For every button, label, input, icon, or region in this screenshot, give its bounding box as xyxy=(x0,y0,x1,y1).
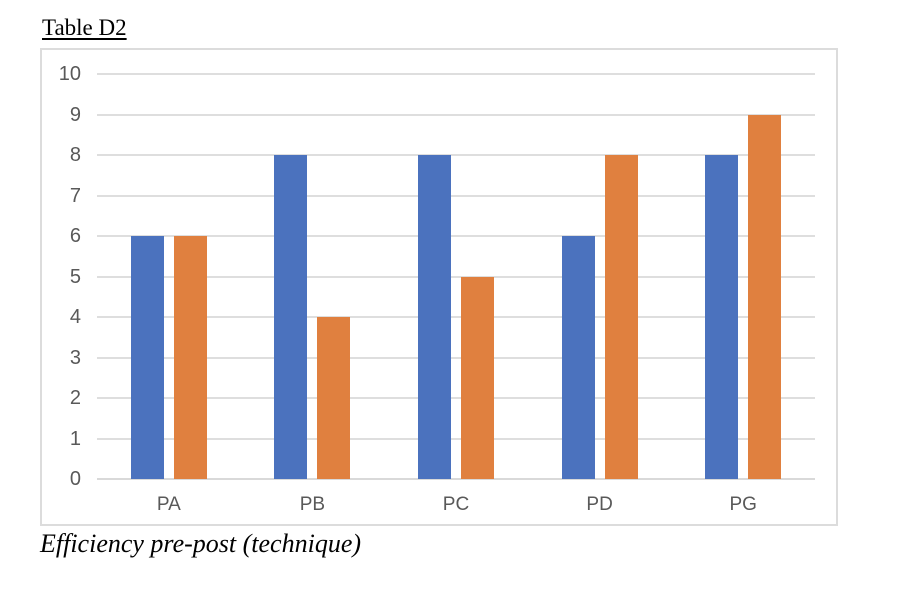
y-tick-label: 1 xyxy=(69,427,81,450)
y-tick-label: 3 xyxy=(69,346,81,369)
gridline xyxy=(97,437,815,440)
bar xyxy=(274,155,308,479)
bar xyxy=(418,155,451,479)
gridline xyxy=(97,275,815,278)
plot-area: 0 1 2 3 4 5 6 7 8 9 10 PA PB PC PD PG xyxy=(42,50,836,524)
chart-frame: 0 1 2 3 4 5 6 7 8 9 10 PA PB PC PD PG xyxy=(40,48,838,526)
bar xyxy=(130,236,164,479)
gridline xyxy=(97,356,815,359)
gridline xyxy=(97,113,815,116)
y-tick-label: 4 xyxy=(69,306,81,328)
bar xyxy=(705,155,739,479)
bar xyxy=(317,317,351,479)
y-tick-label: 9 xyxy=(69,103,81,126)
x-axis-line xyxy=(97,478,815,480)
x-axis-label: PB xyxy=(299,494,326,515)
chart-caption: Efficiency pre-post (technique) xyxy=(40,529,362,558)
gridline xyxy=(97,154,815,156)
x-axis-label: PG xyxy=(729,494,757,515)
x-axis-label: PD xyxy=(586,494,613,515)
gridline xyxy=(97,194,815,197)
gridline xyxy=(97,235,815,237)
y-tick-label: 8 xyxy=(69,144,81,166)
gridline xyxy=(97,73,815,75)
y-tick-label: 10 xyxy=(58,63,81,85)
y-tick-label: 7 xyxy=(69,184,81,207)
x-axis-label: PA xyxy=(156,494,181,515)
bar xyxy=(461,276,494,479)
y-tick-label: 0 xyxy=(69,468,81,490)
chart-title: Table D2 xyxy=(42,15,127,40)
gridline xyxy=(97,316,815,318)
bar xyxy=(748,114,782,479)
y-tick-label: 6 xyxy=(69,225,81,247)
bar xyxy=(561,236,595,479)
y-tick-label: 2 xyxy=(69,387,81,409)
bar xyxy=(604,155,638,479)
x-axis-label: PC xyxy=(442,494,470,515)
bar xyxy=(173,236,207,479)
y-tick-label: 5 xyxy=(69,265,81,288)
gridline xyxy=(97,397,815,399)
